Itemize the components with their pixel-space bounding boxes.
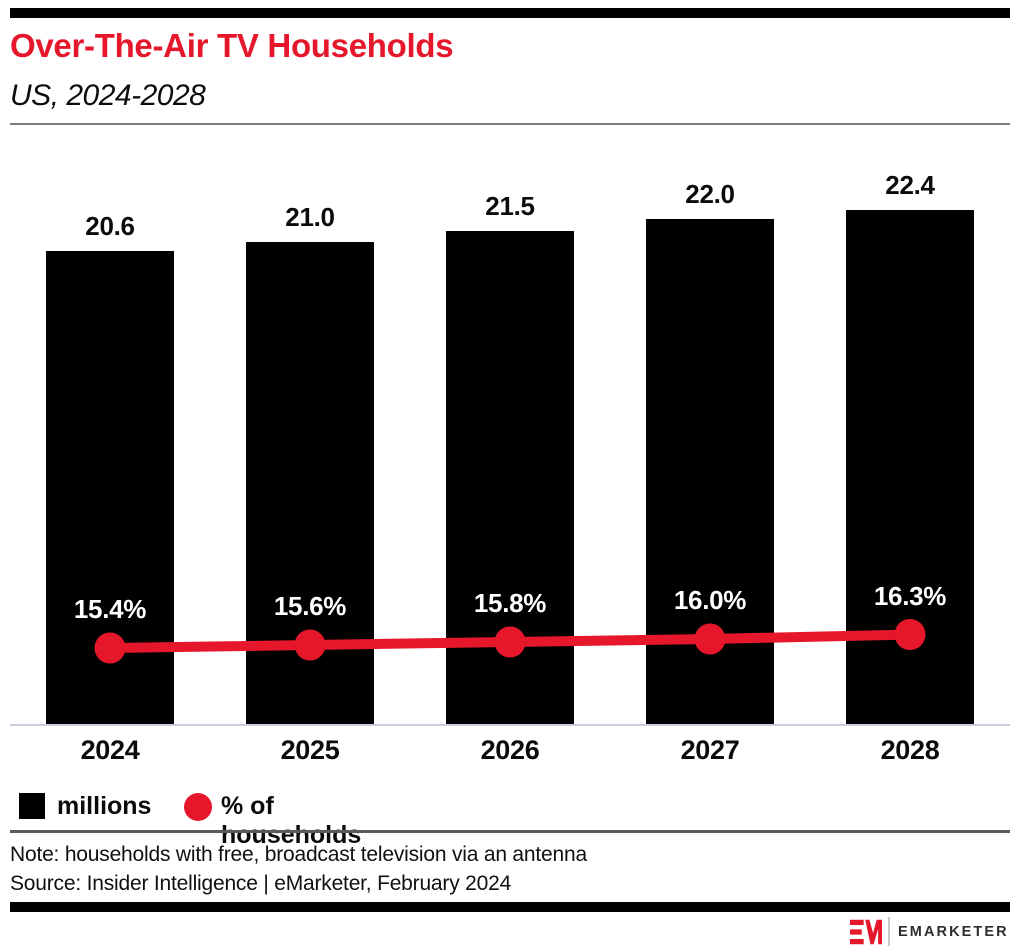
line-value-label-2027: 16.0% — [673, 585, 747, 615]
line-value-label-2025: 15.6% — [273, 591, 347, 621]
line-value-label-2028: 16.3% — [873, 580, 947, 611]
pct-dot-2026 — [494, 626, 526, 658]
x-axis-line — [10, 724, 1010, 726]
footer-divider — [10, 830, 1010, 833]
bar-value-label-2025: 21.0 — [285, 202, 335, 232]
x-axis-label-2025: 2025 — [280, 735, 340, 765]
line-value-label-2024: 15.4% — [73, 594, 147, 624]
em-logo-icon — [850, 919, 882, 945]
bottom-black-bar — [10, 902, 1010, 912]
bar-value-label-2028: 22.4 — [885, 170, 935, 200]
pct-dot-2024 — [94, 632, 126, 664]
note-text: Note: households with free, broadcast te… — [10, 843, 587, 866]
header-divider — [10, 123, 1010, 125]
logo-divider — [888, 917, 890, 946]
bar-value-label-2024: 20.6 — [85, 211, 135, 241]
bar-value-label-2026: 21.5 — [485, 191, 535, 221]
source-text: Source: Insider Intelligence | eMarketer… — [10, 872, 512, 895]
chart-title: Over-The-Air TV Households — [10, 27, 454, 64]
legend-square-swatch — [19, 793, 45, 819]
x-axis-label-2024: 2024 — [80, 735, 140, 765]
legend-label-pct-of-households: % of households — [221, 792, 362, 849]
x-axis-label-2026: 2026 — [480, 735, 540, 765]
x-axis-label-2027: 2027 — [680, 735, 740, 765]
line-value-label-2026: 15.8% — [473, 588, 547, 618]
x-axis-label-2028: 2028 — [880, 735, 940, 765]
top-black-bar — [10, 8, 1010, 18]
pct-dot-2028 — [894, 619, 926, 650]
pct-dot-2027 — [694, 623, 726, 655]
bar-value-label-2027: 22.0 — [685, 179, 735, 209]
legend-label-millions: millions — [57, 792, 152, 820]
emarketer-wordmark: EMARKETER — [898, 924, 1009, 940]
legend-circle-swatch — [184, 793, 212, 821]
pct-dot-2025 — [294, 629, 326, 661]
chart-subtitle: US, 2024-2028 — [10, 79, 206, 112]
